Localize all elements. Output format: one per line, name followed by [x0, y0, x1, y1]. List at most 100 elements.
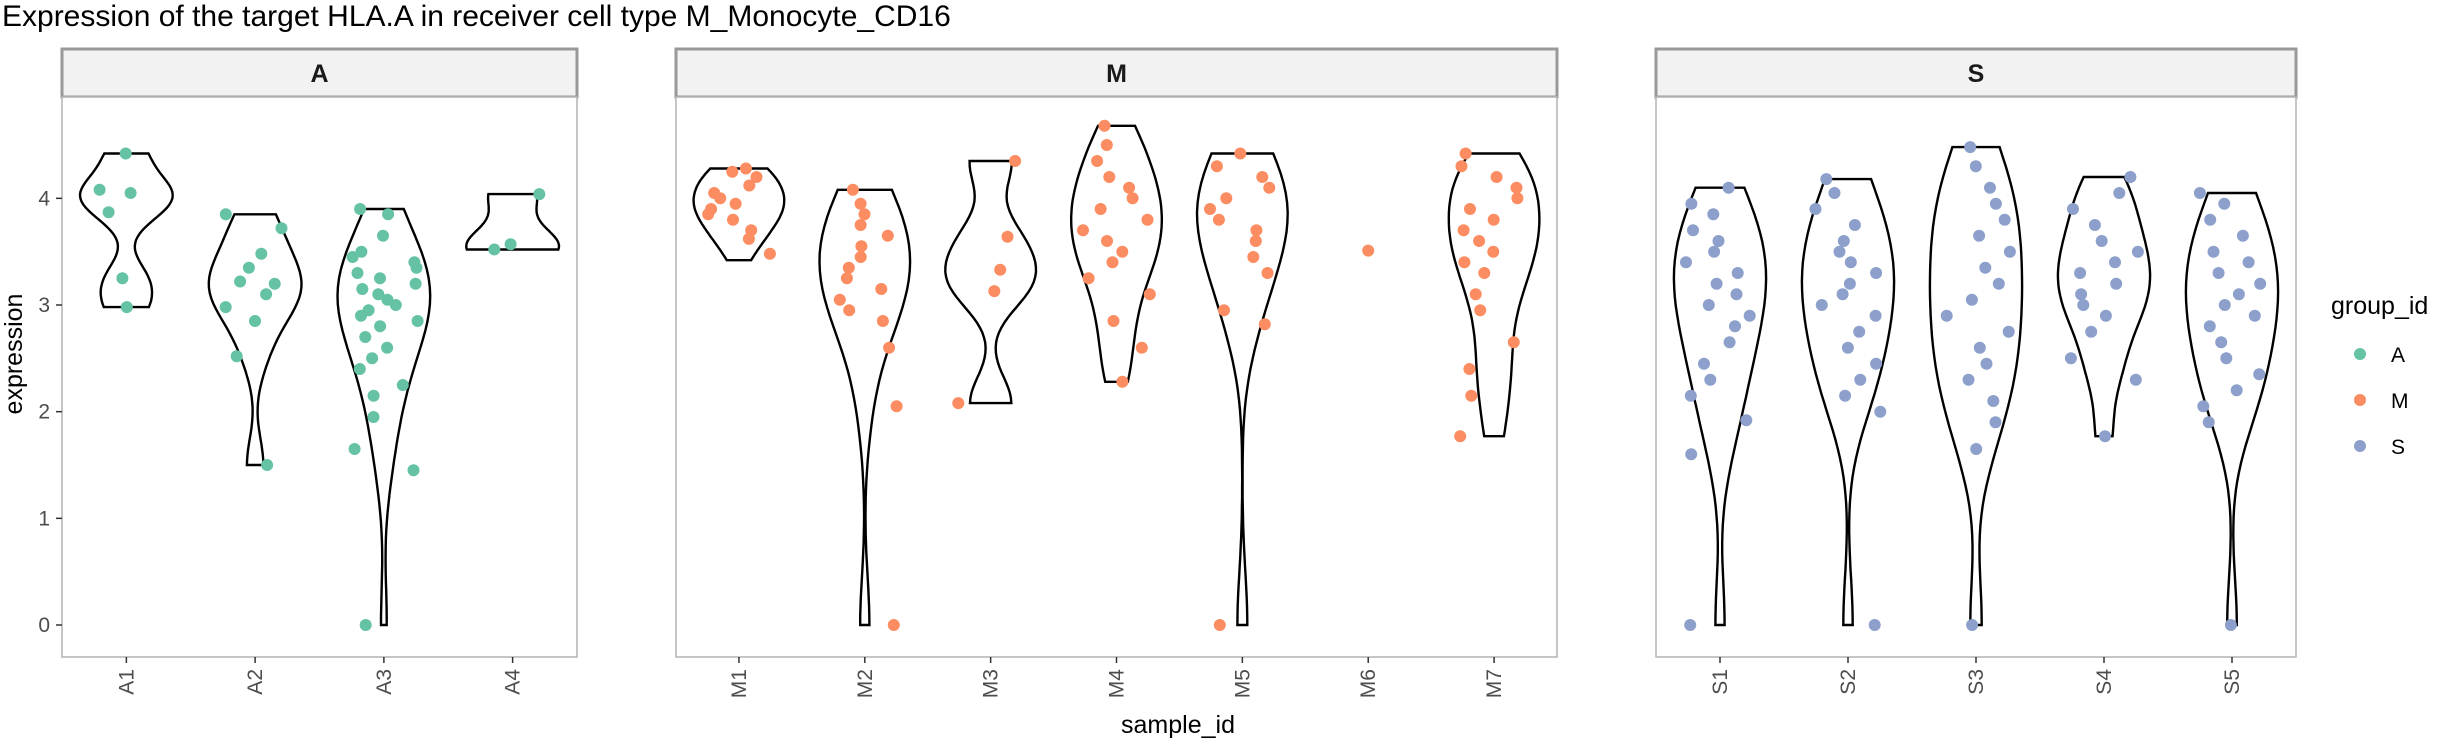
- facet-panel-S: S S1 S2 S3 S4 S5: [1654, 47, 2298, 695]
- data-point: [219, 208, 232, 221]
- x-tick-label: A1: [115, 669, 138, 695]
- data-point: [1258, 318, 1271, 331]
- data-point: [1687, 224, 1699, 237]
- data-point: [1141, 213, 1154, 226]
- data-point: [1077, 224, 1089, 237]
- data-point: [1459, 147, 1472, 160]
- data-point: [1870, 357, 1883, 370]
- data-point: [1844, 256, 1857, 269]
- data-point: [1868, 619, 1881, 631]
- data-point: [875, 283, 888, 295]
- data-point: [1698, 357, 1710, 370]
- data-point: [2248, 309, 2261, 322]
- data-point: [2002, 325, 2015, 338]
- data-point: [2202, 416, 2215, 429]
- data-point: [2095, 235, 2108, 247]
- data-point: [854, 251, 867, 263]
- data-point: [230, 350, 243, 363]
- data-point: [883, 341, 896, 354]
- data-point: [2077, 299, 2090, 311]
- data-point: [119, 147, 132, 160]
- data-point: [93, 183, 106, 196]
- facet-strip: [60, 47, 579, 99]
- data-point: [1473, 235, 1486, 247]
- data-point: [249, 315, 261, 327]
- sample-S2: S2: [1800, 173, 1896, 695]
- data-point: [1964, 141, 1977, 154]
- x-tick-label: M1: [728, 669, 751, 698]
- data-point: [2064, 352, 2077, 365]
- violin: [1928, 145, 2024, 627]
- data-point: [1998, 213, 2011, 226]
- data-point: [488, 243, 501, 256]
- data-point: [261, 459, 274, 471]
- data-point: [729, 197, 742, 210]
- data-point: [2203, 320, 2216, 333]
- data-point: [1685, 448, 1698, 461]
- data-point: [1979, 261, 1992, 274]
- data-point: [2230, 384, 2243, 397]
- sample-A3: A3: [336, 203, 432, 695]
- data-point: [2085, 325, 2098, 338]
- data-point: [2074, 267, 2087, 279]
- data-point: [842, 261, 855, 274]
- data-point: [1704, 373, 1717, 386]
- data-point: [2218, 197, 2231, 210]
- x-tick-label: S1: [1709, 669, 1732, 695]
- data-point: [242, 261, 255, 274]
- violin: [692, 167, 786, 262]
- data-point: [377, 229, 389, 242]
- data-point: [1106, 256, 1119, 269]
- data-point: [407, 464, 420, 477]
- x-tick-label: A2: [244, 669, 267, 695]
- panel-frame: [675, 96, 1558, 658]
- data-point: [1828, 187, 1841, 199]
- legend-title: group_id: [2331, 292, 2428, 320]
- data-point: [346, 251, 359, 263]
- sample-S4: S4: [2056, 171, 2152, 695]
- data-point: [1143, 288, 1156, 301]
- chart-title: Expression of the target HLA.A in receiv…: [2, 0, 951, 33]
- data-point: [1465, 389, 1478, 402]
- x-tick-label: S5: [2221, 669, 2244, 695]
- x-tick-label: S3: [1965, 669, 1988, 695]
- sample-M2: M2: [818, 183, 912, 698]
- violin: [1070, 124, 1163, 383]
- violin: [1672, 186, 1768, 627]
- data-point: [1261, 267, 1274, 279]
- data-point: [1680, 256, 1692, 269]
- data-point: [887, 619, 900, 631]
- data-point: [1463, 363, 1476, 375]
- data-point: [1469, 288, 1482, 301]
- data-point: [1815, 299, 1828, 311]
- data-point: [396, 379, 409, 391]
- data-point: [1710, 277, 1723, 290]
- data-point: [2215, 336, 2228, 349]
- data-point: [1708, 245, 1721, 258]
- data-point: [1969, 160, 1982, 173]
- data-point: [2067, 203, 2079, 215]
- legend-entry-M: M: [2354, 390, 2409, 413]
- data-point: [355, 309, 367, 322]
- data-point: [858, 208, 871, 221]
- y-tick-label: 1: [38, 507, 50, 530]
- data-point: [116, 272, 129, 285]
- data-point: [1009, 155, 1022, 167]
- data-point: [1987, 395, 2000, 407]
- data-point: [1684, 389, 1697, 402]
- data-point: [1247, 251, 1260, 263]
- data-point: [2110, 277, 2123, 290]
- data-point: [1249, 235, 1262, 247]
- data-point: [1100, 139, 1113, 151]
- y-tick-label: 2: [38, 401, 50, 424]
- data-point: [1837, 235, 1850, 247]
- data-point: [2075, 288, 2088, 301]
- data-point: [2129, 373, 2142, 386]
- data-point: [1809, 203, 1822, 215]
- data-point: [234, 275, 247, 288]
- data-point: [1989, 197, 2002, 210]
- data-point: [1082, 272, 1095, 285]
- sample-M5: M5: [1195, 147, 1289, 698]
- data-point: [1362, 244, 1375, 257]
- x-tick-label: A3: [373, 669, 396, 695]
